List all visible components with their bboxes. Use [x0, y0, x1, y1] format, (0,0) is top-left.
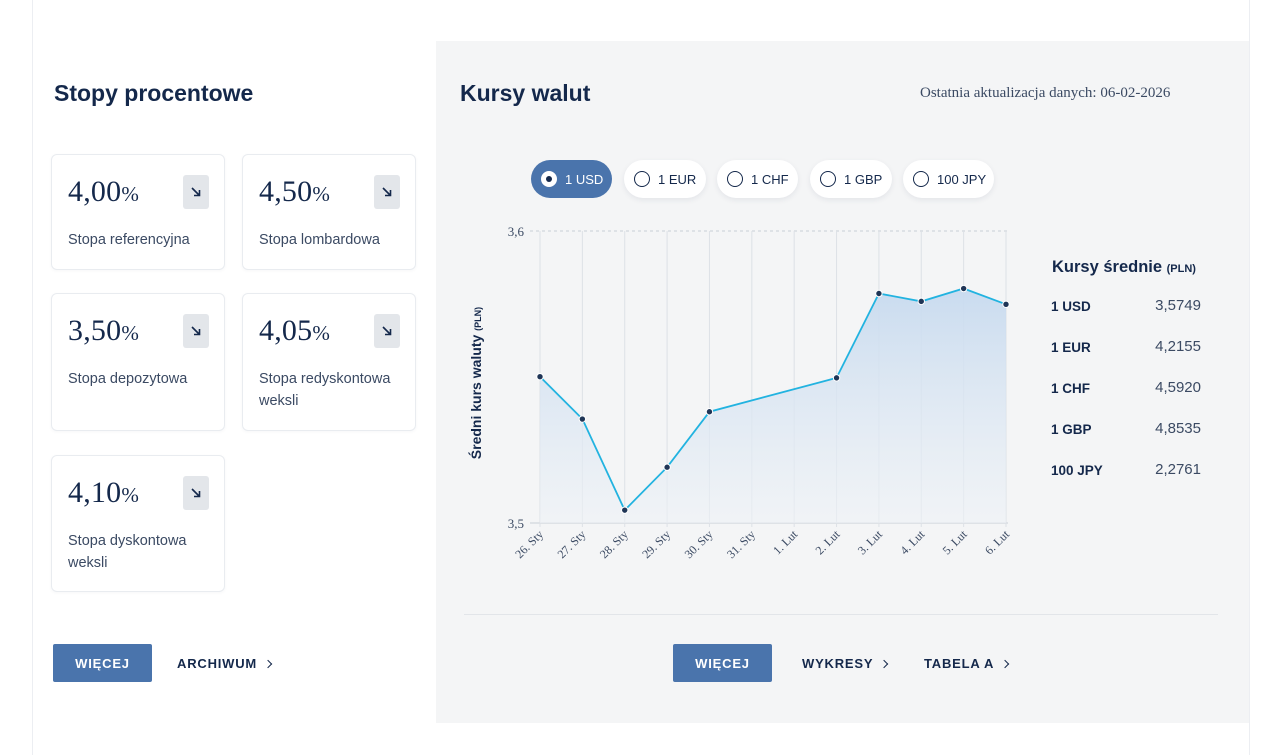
rate-label: Stopa redyskontowa weksli [259, 368, 409, 412]
fx-table-link[interactable]: TABELA A [924, 656, 1008, 671]
radio-icon [820, 171, 836, 187]
x-tick-label: 27. Sty [555, 527, 589, 561]
chart-data-point[interactable] [833, 375, 839, 381]
average-row: 1 USD 3,5749 [1051, 297, 1201, 317]
radio-selected-icon [541, 171, 557, 187]
fx-section-title: Kursy walut [460, 80, 590, 107]
radio-icon [634, 171, 650, 187]
arrow-down-right-icon [183, 314, 209, 348]
average-row: 1 CHF 4,5920 [1051, 379, 1201, 399]
currency-option-usd[interactable]: 1 USD [531, 160, 612, 198]
arrow-down-right-icon [374, 314, 400, 348]
fx-last-updated: Ostatnia aktualizacja danych: 06-02-2026 [920, 85, 1170, 102]
currency-option-jpy[interactable]: 100 JPY [903, 160, 994, 198]
chart-data-point[interactable] [1003, 301, 1009, 307]
currency-option-gbp[interactable]: 1 GBP [810, 160, 892, 198]
x-tick-label: 5. Lut [940, 527, 971, 558]
average-currency: 1 USD [1051, 299, 1091, 314]
average-currency: 1 CHF [1051, 381, 1090, 396]
chart-data-point[interactable] [537, 374, 543, 380]
rate-card-deposit: 3,50% Stopa depozytowa [51, 293, 225, 431]
chevron-right-icon [880, 659, 888, 667]
average-value: 4,2155 [1155, 338, 1201, 355]
rates-section-title: Stopy procentowe [54, 80, 253, 107]
y-axis-label: Średni kurs waluty (PLN) [467, 307, 484, 459]
currency-option-chf[interactable]: 1 CHF [717, 160, 798, 198]
chart-data-point[interactable] [876, 290, 882, 296]
rate-label: Stopa depozytowa [68, 368, 218, 390]
rate-card-reference: 4,00% Stopa referencyjna [51, 154, 225, 270]
arrow-down-right-icon [374, 175, 400, 209]
currency-option-eur[interactable]: 1 EUR [624, 160, 706, 198]
rate-card-rediscount: 4,05% Stopa redyskontowa weksli [242, 293, 416, 431]
average-row: 100 JPY 2,2761 [1051, 461, 1201, 481]
average-value: 2,2761 [1155, 461, 1201, 478]
average-row: 1 GBP 4,8535 [1051, 420, 1201, 440]
currency-option-label: 1 GBP [844, 172, 882, 187]
radio-icon [913, 171, 929, 187]
x-tick-label: 6. Lut [982, 527, 1013, 558]
x-tick-label: 1. Lut [770, 527, 801, 558]
rate-label: Stopa referencyjna [68, 229, 218, 251]
chevron-right-icon [1001, 659, 1009, 667]
rates-archive-link[interactable]: ARCHIWUM [177, 656, 271, 671]
average-currency: 1 EUR [1051, 340, 1091, 355]
average-value: 4,5920 [1155, 379, 1201, 396]
radio-icon [727, 171, 743, 187]
fx-table-link-label: TABELA A [924, 656, 994, 671]
average-value: 4,8535 [1155, 420, 1201, 437]
chart-data-point[interactable] [622, 507, 628, 513]
chart-data-point[interactable] [706, 409, 712, 415]
rate-card-discount: 4,10% Stopa dyskontowa weksli [51, 455, 225, 592]
chart-data-point[interactable] [579, 416, 585, 422]
y-tick-label: 3,6 [508, 224, 525, 239]
x-tick-label: 3. Lut [855, 527, 886, 558]
average-currency: 1 GBP [1051, 422, 1092, 437]
rate-card-lombard: 4,50% Stopa lombardowa [242, 154, 416, 270]
chart-data-point[interactable] [960, 285, 966, 291]
x-tick-label: 28. Sty [597, 527, 631, 561]
averages-title: Kursy średnie (PLN) [1052, 258, 1196, 277]
x-tick-label: 29. Sty [639, 527, 673, 561]
chart-area-fill [540, 289, 1006, 524]
average-value: 3,5749 [1155, 297, 1201, 314]
x-tick-label: 2. Lut [812, 527, 843, 558]
rates-archive-link-label: ARCHIWUM [177, 656, 257, 671]
y-tick-label: 3,5 [508, 516, 524, 531]
x-tick-label: 26. Sty [512, 527, 546, 561]
currency-option-label: 1 USD [565, 172, 603, 187]
x-tick-label: 30. Sty [682, 527, 716, 561]
currency-option-label: 100 JPY [937, 172, 986, 187]
arrow-down-right-icon [183, 175, 209, 209]
rates-more-button[interactable]: WIĘCEJ [53, 644, 152, 682]
currency-option-label: 1 EUR [658, 172, 696, 187]
fx-charts-link[interactable]: WYKRESY [802, 656, 887, 671]
page-frame-right [1249, 0, 1250, 755]
fx-rate-chart: 26. Sty 27. Sty 28. Sty 29. Sty 30. Sty 31. S… [460, 215, 1020, 585]
rate-value: 4,10% [68, 476, 139, 510]
rate-label: Stopa lombardowa [259, 229, 409, 251]
fx-charts-link-label: WYKRESY [802, 656, 873, 671]
average-currency: 100 JPY [1051, 463, 1103, 478]
fx-divider [464, 614, 1218, 615]
chevron-right-icon [264, 659, 272, 667]
average-row: 1 EUR 4,2155 [1051, 338, 1201, 358]
page-frame-left [32, 0, 33, 755]
arrow-down-right-icon [183, 476, 209, 510]
rate-value: 4,50% [259, 175, 330, 209]
rate-value: 4,05% [259, 314, 330, 348]
currency-option-label: 1 CHF [751, 172, 789, 187]
chart-data-point[interactable] [664, 464, 670, 470]
x-tick-label: 31. Sty [724, 527, 758, 561]
fx-more-button[interactable]: WIĘCEJ [673, 644, 772, 682]
chart-data-point[interactable] [918, 298, 924, 304]
x-tick-label: 4. Lut [897, 527, 928, 558]
rate-label: Stopa dyskontowa weksli [68, 530, 218, 574]
rate-value: 4,00% [68, 175, 139, 209]
rate-value: 3,50% [68, 314, 139, 348]
